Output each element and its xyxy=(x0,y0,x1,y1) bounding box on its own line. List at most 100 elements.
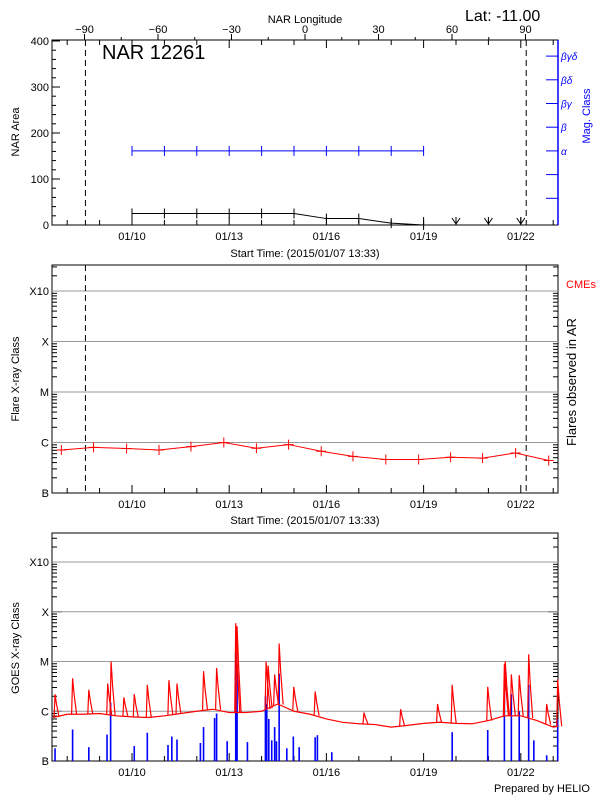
region-label: NAR 12261 xyxy=(102,42,205,64)
flare-point xyxy=(283,439,294,450)
goes-flare-peak xyxy=(201,671,209,711)
longitude-tick-label: −30 xyxy=(222,24,241,36)
area-series-line xyxy=(132,213,424,226)
y-tick-label: X10 xyxy=(29,557,49,569)
mag-class-tick-label: βγδ xyxy=(560,52,578,63)
goes-flare-peak xyxy=(145,684,152,718)
y-tick-label: X xyxy=(42,607,50,619)
goes-flare-peak xyxy=(215,667,222,711)
panel3-frame xyxy=(51,532,559,762)
y-tick-label: X10 xyxy=(29,286,49,298)
x-tick-label: 01/13 xyxy=(215,767,243,779)
flare-point xyxy=(445,452,456,463)
flare-point xyxy=(56,445,67,456)
x-tick-label: 01/19 xyxy=(410,231,438,243)
goes-flare-peak xyxy=(486,686,493,721)
goes-flare-peak xyxy=(132,694,139,718)
panel1-ylabel: NAR Area xyxy=(10,107,22,157)
flare-point xyxy=(154,445,164,456)
goes-flare-peak xyxy=(450,684,457,724)
goes-flare-peak xyxy=(313,691,320,716)
longitude-tick-label: −90 xyxy=(75,24,94,36)
goes-flare-peak xyxy=(362,712,369,725)
flare-point xyxy=(121,443,132,454)
panel1-xlabel: Start Time: (2015/01/07 13:33) xyxy=(230,248,379,260)
flare-point xyxy=(347,451,358,462)
flare-point xyxy=(185,441,196,452)
latitude-label: Lat: -11.00 xyxy=(465,8,540,25)
goes-flare-peak xyxy=(122,697,129,717)
x-tick-label: 01/19 xyxy=(410,767,438,779)
x-tick-label: 01/22 xyxy=(507,231,535,243)
x-tick-label: 01/13 xyxy=(215,231,243,243)
goes-flare-peak xyxy=(292,686,299,712)
flare-point xyxy=(316,446,327,457)
x-tick-label: 01/13 xyxy=(215,499,243,511)
flare-point xyxy=(510,447,521,458)
goes-flare-peak xyxy=(556,679,563,727)
flare-point xyxy=(477,453,488,464)
y-tick-label: X xyxy=(42,337,50,349)
y-tick-label: B xyxy=(42,488,49,500)
goes-flare-peak xyxy=(545,703,552,725)
x-tick-label: 01/19 xyxy=(410,499,438,511)
panel2-y2label: Flares observed in AR xyxy=(564,318,579,446)
x-tick-label: 01/10 xyxy=(118,231,146,243)
flare-point xyxy=(413,454,424,465)
y-tick-label: 400 xyxy=(31,36,49,48)
flare-point xyxy=(88,442,99,453)
cmes-legend: CMEs xyxy=(566,279,596,291)
goes-flare-peak xyxy=(175,683,182,715)
y-tick-label: C xyxy=(41,706,49,718)
goes-flare-peak xyxy=(399,709,406,727)
longitude-tick-label: 90 xyxy=(519,24,531,36)
x-tick-label: 01/16 xyxy=(313,499,341,511)
goes-long-channel-line xyxy=(52,703,559,728)
panel2-frame xyxy=(51,264,559,494)
flare-series-line xyxy=(61,441,549,461)
x-tick-label: 01/16 xyxy=(313,231,341,243)
goes-flare-peak xyxy=(277,643,284,705)
goes-flare-peak xyxy=(87,689,94,715)
goes-flare-peak xyxy=(527,654,534,719)
goes-flare-peak xyxy=(503,661,510,716)
flare-point xyxy=(218,437,229,448)
goes-flare-peak xyxy=(273,674,280,706)
mag-class-tick-label: βγ xyxy=(560,100,573,111)
y-tick-label: M xyxy=(40,657,49,669)
panel2-ylabel: Flare X-ray Class xyxy=(10,336,22,421)
goes-flare-peak xyxy=(167,680,174,716)
x-tick-label: 01/22 xyxy=(507,499,535,511)
flare-point xyxy=(380,454,391,465)
goes-flare-peak xyxy=(509,674,516,716)
panel1-y2label: Mag. Class xyxy=(581,88,593,144)
goes-flare-peak xyxy=(235,626,242,713)
y-tick-label: 200 xyxy=(31,128,49,140)
footer-credit: Prepared by HELIO xyxy=(494,783,590,795)
goes-flare-peak xyxy=(435,703,443,723)
y-tick-label: C xyxy=(41,438,49,450)
top-axis-label: NAR Longitude xyxy=(268,14,343,26)
x-tick-label: 01/16 xyxy=(313,767,341,779)
goes-flare-peak xyxy=(71,678,78,715)
off-disk-marker xyxy=(451,217,461,225)
y-tick-label: 300 xyxy=(31,82,49,94)
mag-class-tick-label: βδ xyxy=(560,76,573,87)
flare-point xyxy=(543,455,554,466)
off-disk-marker xyxy=(516,217,526,225)
off-disk-marker xyxy=(483,217,493,225)
x-tick-label: 01/10 xyxy=(118,499,146,511)
mag-class-tick-label: β xyxy=(560,123,567,134)
longitude-tick-label: −60 xyxy=(149,24,168,36)
y-tick-label: 0 xyxy=(43,220,49,232)
longitude-tick-label: 60 xyxy=(446,24,458,36)
panel1-frame xyxy=(51,39,559,226)
goes-flare-peak xyxy=(264,661,271,710)
x-tick-label: 01/10 xyxy=(118,767,146,779)
x-tick-label: 01/22 xyxy=(507,767,535,779)
longitude-tick-label: 0 xyxy=(302,24,308,36)
y-tick-label: M xyxy=(40,387,49,399)
mag-class-tick-label: α xyxy=(561,147,567,158)
flare-point xyxy=(251,443,262,454)
